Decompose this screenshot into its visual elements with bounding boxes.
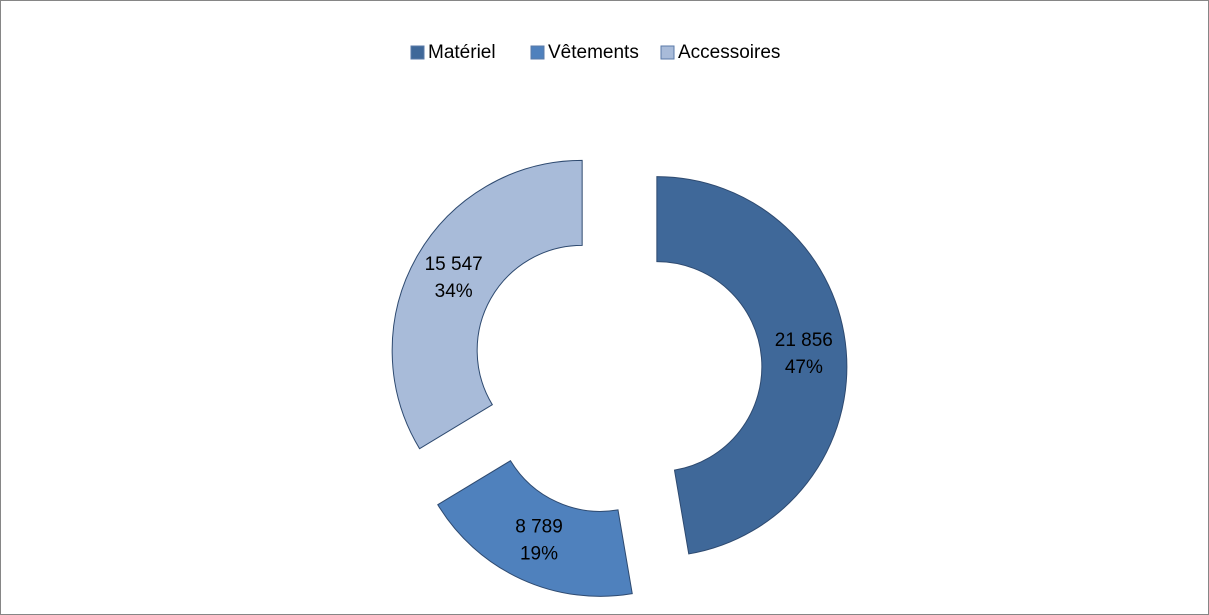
legend-swatch [660,45,675,60]
donut-segment [437,460,633,597]
legend-label: Vêtements [548,42,639,63]
percent-label: 34% [435,281,473,302]
data-label: 15 547 [425,254,483,275]
legend-swatch [530,45,545,60]
data-label: 21 856 [775,330,833,351]
percent-label: 47% [785,357,823,378]
legend-swatch [410,45,425,60]
legend-label: Matériel [428,42,496,63]
data-label: 8 789 [515,517,563,538]
donut-segment [656,176,848,555]
percent-label: 19% [520,544,558,565]
legend-label: Accessoires [678,42,780,63]
donut-segment [391,159,583,450]
